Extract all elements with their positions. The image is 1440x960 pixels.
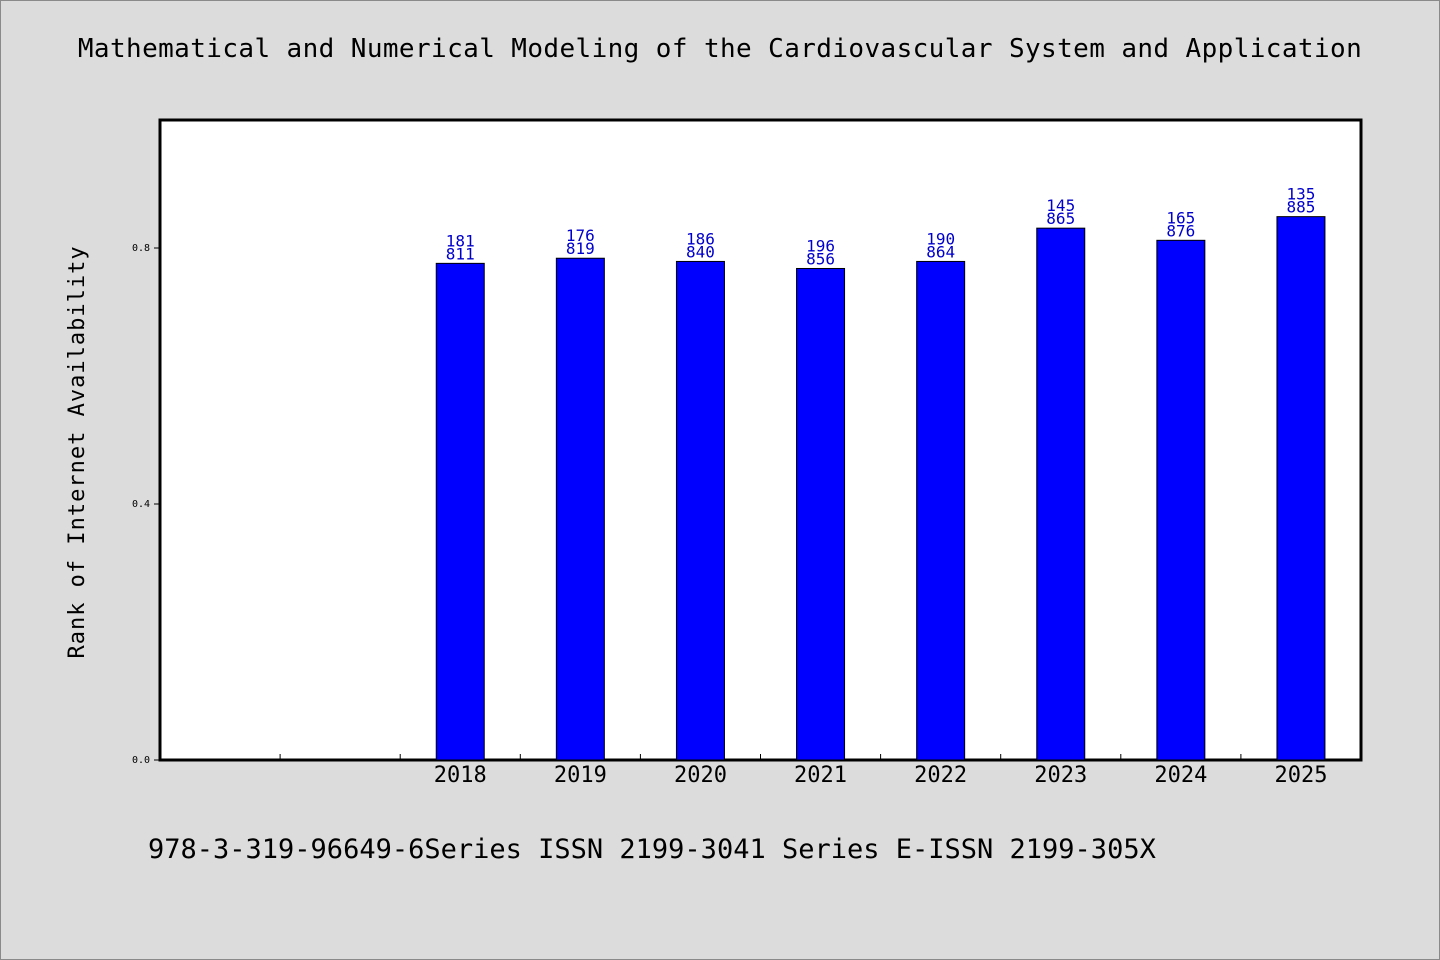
x-tick-label: 2023 [1034,763,1087,788]
bar-2021 [796,267,846,761]
bar-2022 [916,260,966,761]
data-label-2024: 876 [1166,221,1195,240]
bar-2019 [555,257,605,761]
data-label-2019: 819 [566,239,595,258]
x-axis: 2018 2019 2020 2021 2022 2023 2024 2025 [279,754,1327,788]
x-tick-label: 2021 [794,763,847,788]
y-axis: 0.0 0.4 0.8 [132,243,160,766]
data-label-2019: 176 [566,226,595,245]
bar-2023 [1036,227,1086,761]
data-label-2025: 885 [1286,198,1315,217]
x-tick-label: 2019 [554,763,607,788]
data-label-2023: 145 [1046,196,1075,215]
y-tick-label: 0.0 [132,755,150,766]
chart-title: Mathematical and Numerical Modeling of t… [77,34,1363,64]
data-label-2022: 864 [926,242,955,261]
data-label-2021: 196 [806,236,835,255]
data-label-2018: 811 [446,244,475,263]
x-tick-label: 2018 [434,763,487,788]
data-label-2025: 135 [1286,185,1315,204]
data-label-2024: 165 [1166,208,1195,227]
data-label-2022: 190 [926,229,955,248]
bars [435,216,1326,761]
y-axis-label: Rank of Internet Availability [65,245,90,658]
x-tick-label: 2022 [914,763,967,788]
y-tick-label: 0.4 [132,499,150,510]
subtitle: 978-3-319-96649-6Series ISSN 2199-3041 S… [148,834,1156,865]
bar-2024 [1156,239,1206,761]
bar-2020 [675,260,725,761]
bar-2025 [1276,216,1326,761]
data-label-2021: 856 [806,249,835,268]
x-tick-label: 2024 [1154,763,1207,788]
x-tick-label: 2020 [674,763,727,788]
data-label-2018: 181 [446,231,475,250]
bar-2018 [435,262,485,761]
y-tick-label: 0.8 [132,243,150,254]
x-tick-label: 2025 [1274,763,1327,788]
data-label-2023: 865 [1046,209,1075,228]
data-label-2020: 840 [686,242,715,261]
data-label-2020: 186 [686,229,715,248]
